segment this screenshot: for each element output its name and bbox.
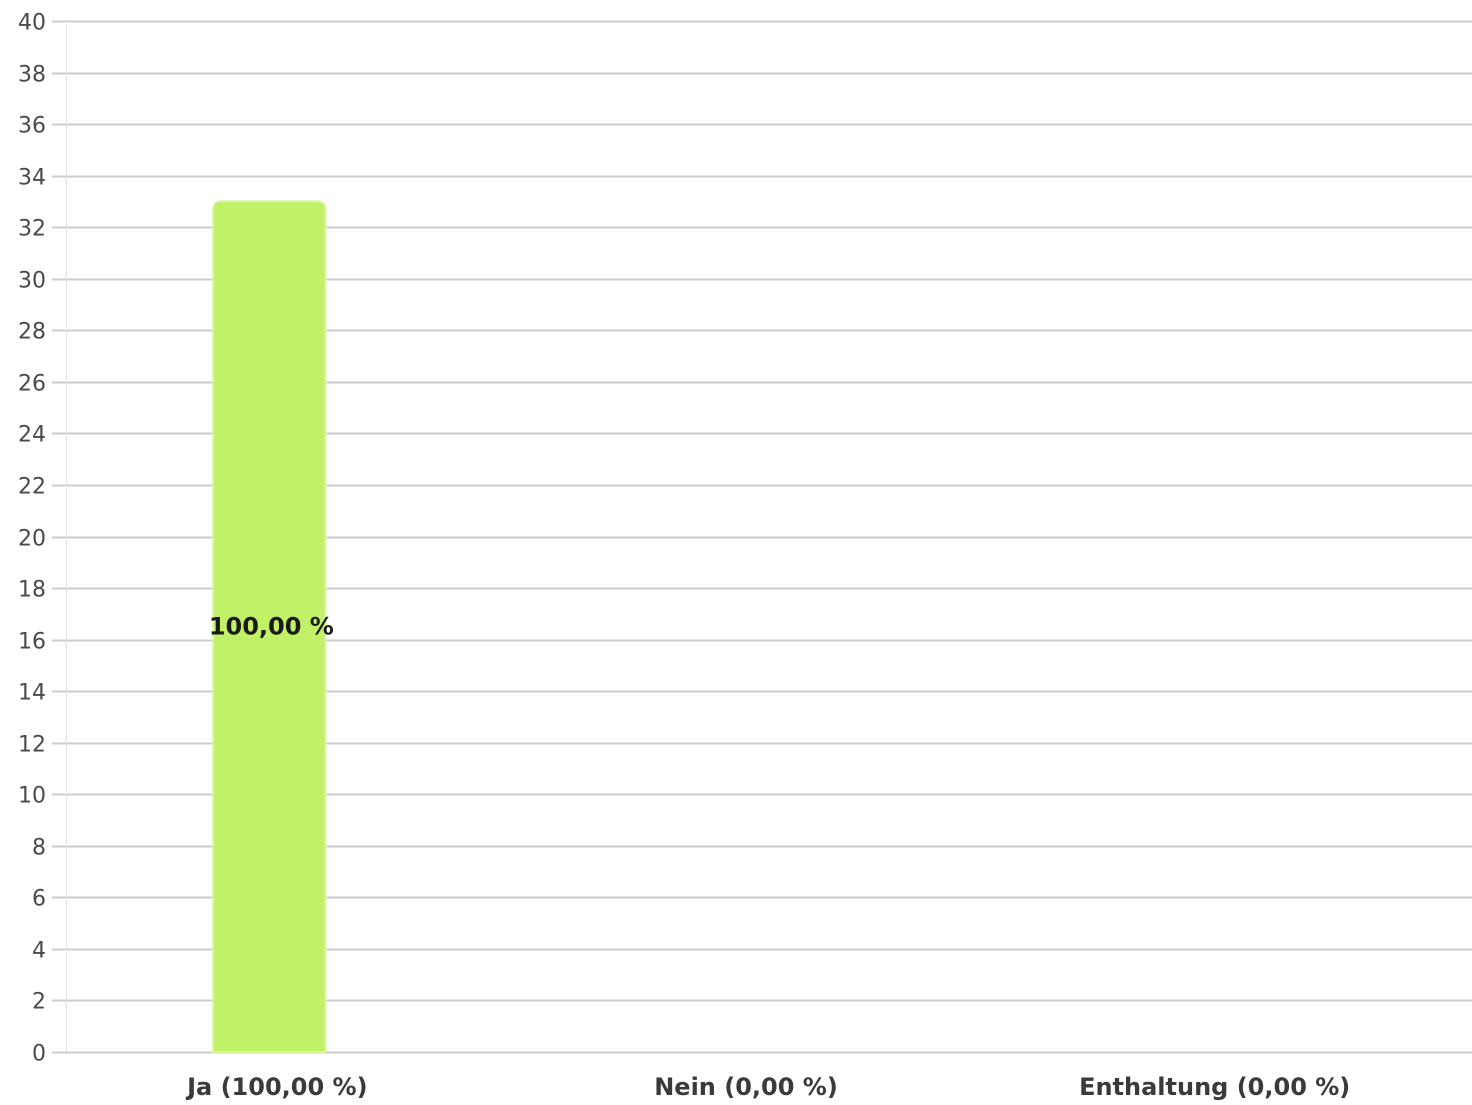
- y-tick-label: 18: [18, 578, 46, 603]
- y-tick-label: 24: [18, 423, 46, 448]
- data-labels: 100,00 %: [209, 613, 334, 641]
- y-tick-label: 14: [18, 681, 46, 706]
- y-tick-label: 4: [32, 939, 46, 964]
- y-tick-label: 34: [18, 166, 46, 191]
- y-tick-label: 40: [18, 11, 46, 36]
- y-tick-label: 16: [18, 630, 46, 655]
- y-tick-label: 2: [32, 990, 46, 1015]
- y-tick-label: 30: [18, 269, 46, 294]
- bar-0: [212, 200, 327, 1053]
- y-tick-label: 0: [32, 1042, 46, 1067]
- y-tick-label: 26: [18, 372, 46, 397]
- y-tick-label: 12: [18, 733, 46, 758]
- y-tick-label: 38: [18, 63, 46, 88]
- bar-data-label: 100,00 %: [209, 613, 334, 641]
- y-tick-label: 20: [18, 527, 46, 552]
- x-category-label: Nein (0,00 %): [654, 1073, 838, 1101]
- x-category-label: Ja (100,00 %): [185, 1073, 367, 1101]
- bars: [212, 200, 327, 1053]
- x-category-label: Enthaltung (0,00 %): [1079, 1073, 1350, 1101]
- y-tick-label: 22: [18, 475, 46, 500]
- y-tick-label: 36: [18, 114, 46, 139]
- y-tick-label: 8: [32, 836, 46, 861]
- y-tick-label: 32: [18, 217, 46, 242]
- x-axis-categories: Ja (100,00 %) Nein (0,00 %) Enthaltung (0,…: [185, 1073, 1350, 1101]
- y-tick-label: 6: [32, 887, 46, 912]
- y-tick-label: 10: [18, 784, 46, 809]
- y-tick-label: 28: [18, 320, 46, 345]
